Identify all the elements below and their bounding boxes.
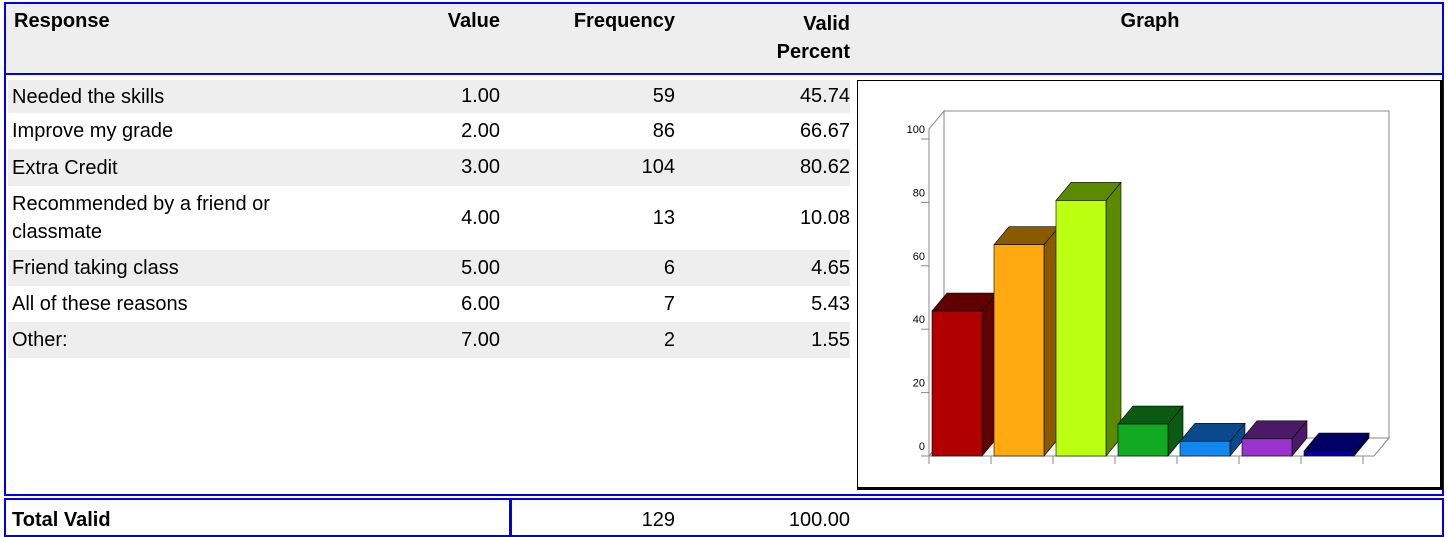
y-tick-label: 40 xyxy=(913,314,925,326)
cell-value: 4.00 xyxy=(461,206,500,229)
cell-value: 7.00 xyxy=(461,328,500,351)
header-bar xyxy=(4,2,1444,75)
body-box xyxy=(4,75,1444,496)
bar xyxy=(993,244,1045,457)
y-tick-label: 20 xyxy=(913,378,925,390)
cell-valid-percent: 66.67 xyxy=(799,119,850,142)
cell-value: 6.00 xyxy=(461,292,500,315)
cell-frequency: 7 xyxy=(663,292,675,315)
cell-value: 2.00 xyxy=(461,119,500,142)
bar xyxy=(1117,423,1169,457)
total-valid-percent: 100.00 xyxy=(788,509,850,531)
header-frequency: Frequency xyxy=(573,10,675,32)
cell-frequency: 86 xyxy=(652,119,675,142)
total-label: Total Valid xyxy=(12,509,111,531)
bar xyxy=(1179,440,1231,457)
total-box xyxy=(510,498,1444,537)
cell-response: Other: xyxy=(12,329,68,351)
cell-frequency: 104 xyxy=(641,156,675,178)
bar xyxy=(1055,200,1107,457)
cell-response: Extra Credit xyxy=(12,156,118,179)
bar-side xyxy=(1105,181,1122,457)
cell-value: 5.00 xyxy=(461,256,500,279)
bar xyxy=(1303,450,1355,457)
cell-valid-percent: 1.55 xyxy=(811,328,850,351)
header-value: Value xyxy=(447,10,500,32)
cell-value: 3.00 xyxy=(461,156,500,178)
cell-valid-percent: 80.62 xyxy=(799,156,850,178)
graph-box: 0 20 40 60 80 100 xyxy=(857,80,1443,490)
row-background xyxy=(8,322,850,358)
row-background xyxy=(8,80,850,113)
cell-response: All of these reasons xyxy=(12,293,188,315)
cell-value: 1.00 xyxy=(461,85,500,107)
cell-frequency: 59 xyxy=(652,85,675,107)
cell-valid-percent: 10.08 xyxy=(799,206,850,229)
cell-response: Friend taking class xyxy=(12,257,179,279)
y-tick-label: 80 xyxy=(913,187,925,199)
header-response: Response xyxy=(14,10,110,32)
y-tick-label: 100 xyxy=(907,124,925,136)
header-graph: Graph xyxy=(1120,10,1180,32)
cell-valid-percent: 5.43 xyxy=(811,292,850,315)
chart: 0 20 40 60 80 100 xyxy=(907,109,1391,464)
total-frequency: 129 xyxy=(641,509,675,531)
cell-response: Recommended by a friend or classmate xyxy=(12,193,270,243)
cell-response: Needed the skills xyxy=(12,85,165,108)
bar xyxy=(931,310,983,457)
cell-valid-percent: 4.65 xyxy=(811,256,850,279)
row-background xyxy=(8,149,850,186)
cell-frequency: 13 xyxy=(652,206,675,229)
bar xyxy=(1241,438,1293,457)
row-background xyxy=(8,250,850,286)
cell-frequency: 6 xyxy=(663,256,675,279)
y-tick-label: 60 xyxy=(913,251,925,263)
cell-response: Improve my grade xyxy=(12,120,174,142)
cell-frequency: 2 xyxy=(663,328,675,351)
y-tick-label: 0 xyxy=(919,441,925,453)
header-valid-percent: Valid Percent xyxy=(776,13,850,63)
cell-valid-percent: 45.74 xyxy=(799,85,850,107)
